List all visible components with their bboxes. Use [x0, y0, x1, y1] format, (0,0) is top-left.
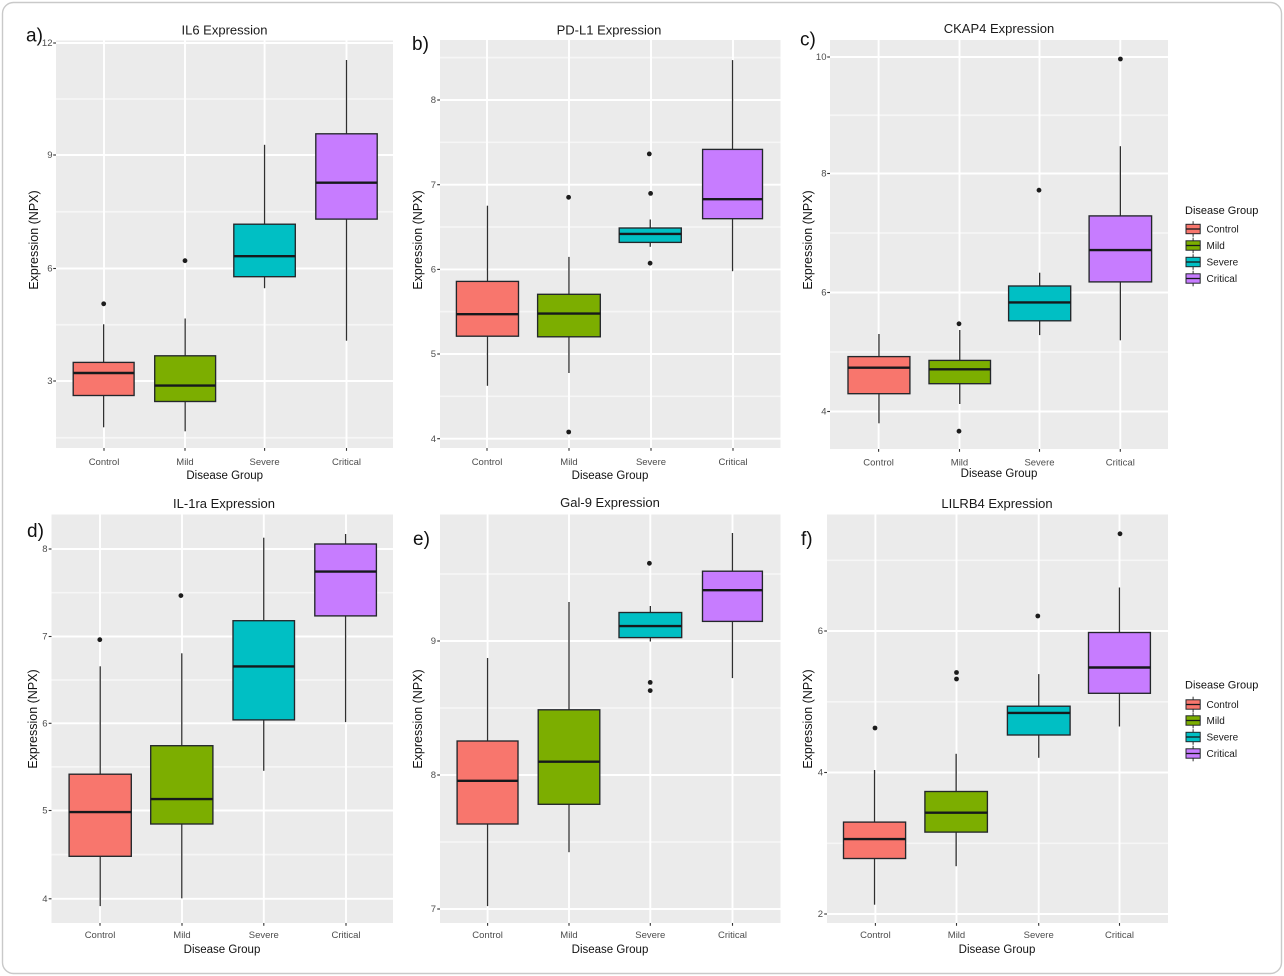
svg-text:Disease Group: Disease Group	[961, 468, 1038, 480]
svg-text:Mild: Mild	[948, 930, 965, 941]
svg-text:9: 9	[431, 636, 436, 647]
svg-text:Severe: Severe	[249, 930, 279, 941]
svg-text:Gal-9 Expression: Gal-9 Expression	[560, 495, 660, 510]
svg-text:c): c)	[800, 30, 816, 51]
svg-text:5: 5	[42, 806, 47, 817]
svg-text:Mild: Mild	[560, 457, 577, 468]
svg-text:a): a)	[26, 26, 43, 47]
svg-text:Control: Control	[860, 930, 891, 941]
svg-text:Control: Control	[1207, 225, 1239, 236]
svg-text:6: 6	[821, 288, 826, 299]
svg-text:4: 4	[42, 894, 47, 905]
svg-text:d): d)	[27, 521, 44, 542]
svg-text:Mild: Mild	[951, 458, 968, 469]
svg-text:Disease Group: Disease Group	[572, 470, 649, 482]
svg-text:8: 8	[821, 169, 826, 180]
svg-text:7: 7	[42, 632, 47, 643]
svg-text:Expression (NPX): Expression (NPX)	[27, 190, 41, 289]
svg-text:b): b)	[412, 34, 429, 55]
svg-text:Mild: Mild	[560, 930, 577, 941]
svg-text:5: 5	[431, 349, 436, 360]
svg-text:Disease Group: Disease Group	[186, 470, 263, 482]
svg-text:Severe: Severe	[636, 457, 666, 468]
svg-text:6: 6	[431, 265, 436, 276]
svg-text:Severe: Severe	[1207, 258, 1239, 269]
svg-text:Control: Control	[472, 457, 503, 468]
svg-text:CKAP4 Expression: CKAP4 Expression	[944, 21, 1055, 36]
svg-text:Disease Group: Disease Group	[1185, 205, 1258, 217]
svg-text:2: 2	[818, 909, 823, 920]
svg-text:IL6 Expression: IL6 Expression	[182, 23, 268, 38]
svg-text:Mild: Mild	[173, 930, 190, 941]
svg-text:Mild: Mild	[1207, 241, 1225, 252]
svg-text:Control: Control	[863, 458, 894, 469]
svg-text:4: 4	[821, 407, 826, 418]
svg-text:Critical: Critical	[1106, 458, 1135, 469]
svg-text:Expression (NPX): Expression (NPX)	[411, 669, 425, 768]
svg-text:Severe: Severe	[1024, 930, 1054, 941]
svg-text:6: 6	[818, 626, 823, 637]
svg-text:Critical: Critical	[332, 457, 361, 468]
svg-text:Critical: Critical	[331, 930, 360, 941]
svg-text:Critical: Critical	[1207, 749, 1238, 760]
svg-text:LILRB4 Expression: LILRB4 Expression	[941, 496, 1052, 511]
svg-text:Critical: Critical	[1105, 930, 1134, 941]
svg-text:Control: Control	[472, 930, 503, 941]
svg-text:e): e)	[413, 529, 430, 550]
svg-text:Disease Group: Disease Group	[1185, 680, 1258, 692]
svg-text:12: 12	[42, 38, 53, 49]
svg-text:Expression (NPX): Expression (NPX)	[801, 669, 815, 768]
svg-text:Expression (NPX): Expression (NPX)	[26, 669, 40, 768]
svg-text:4: 4	[431, 434, 436, 445]
svg-text:8: 8	[431, 95, 436, 106]
svg-text:Disease Group: Disease Group	[184, 944, 261, 956]
svg-text:Severe: Severe	[250, 457, 280, 468]
svg-text:Mild: Mild	[176, 457, 193, 468]
svg-text:6: 6	[47, 264, 52, 275]
svg-text:Expression (NPX): Expression (NPX)	[411, 190, 425, 289]
svg-text:3: 3	[47, 376, 52, 387]
svg-text:IL-1ra Expression: IL-1ra Expression	[173, 496, 275, 511]
svg-text:Severe: Severe	[1207, 733, 1239, 744]
svg-text:9: 9	[47, 150, 52, 161]
svg-text:Mild: Mild	[1207, 716, 1225, 727]
svg-text:7: 7	[431, 180, 436, 191]
svg-text:4: 4	[818, 768, 823, 779]
svg-text:Critical: Critical	[718, 930, 747, 941]
svg-text:10: 10	[816, 52, 827, 63]
svg-text:Disease Group: Disease Group	[959, 944, 1036, 956]
svg-text:7: 7	[431, 904, 436, 915]
svg-text:8: 8	[431, 770, 436, 781]
svg-text:Severe: Severe	[1024, 458, 1054, 469]
svg-text:Critical: Critical	[718, 457, 747, 468]
svg-text:Expression (NPX): Expression (NPX)	[801, 190, 815, 289]
svg-text:f): f)	[801, 529, 813, 550]
svg-text:8: 8	[42, 544, 47, 555]
svg-text:Severe: Severe	[635, 930, 665, 941]
svg-text:PD-L1 Expression: PD-L1 Expression	[557, 23, 662, 38]
svg-text:Control: Control	[1207, 700, 1239, 711]
svg-text:6: 6	[42, 719, 47, 730]
svg-text:Control: Control	[89, 457, 120, 468]
svg-text:Disease Group: Disease Group	[572, 944, 649, 956]
svg-text:Critical: Critical	[1207, 274, 1238, 285]
svg-text:Control: Control	[85, 930, 116, 941]
